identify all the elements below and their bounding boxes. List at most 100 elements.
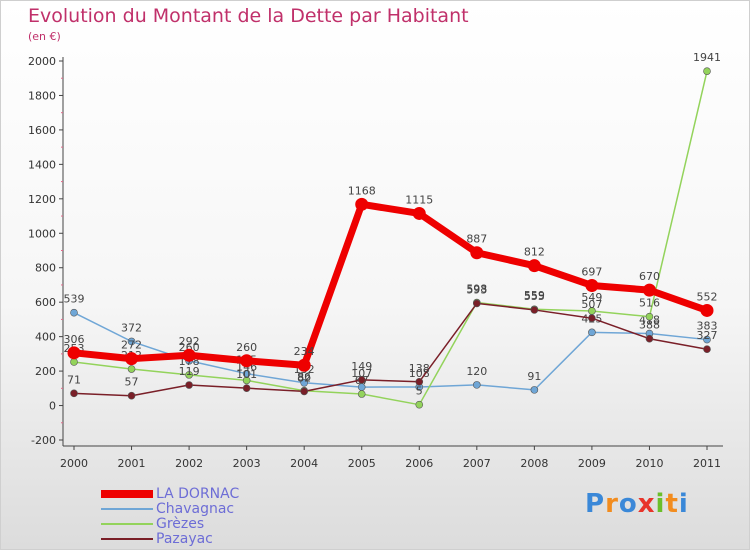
- logo-letter: o: [618, 489, 638, 519]
- y-tick-label: 0: [49, 400, 56, 413]
- data-point: [473, 381, 481, 389]
- data-point: [355, 197, 369, 211]
- data-label: 108: [409, 367, 430, 380]
- data-label: 91: [527, 370, 541, 383]
- logo-letter: r: [605, 489, 619, 519]
- data-point: [242, 376, 251, 385]
- data-point: [127, 365, 136, 373]
- data-point: [357, 390, 366, 398]
- data-point: [127, 391, 136, 400]
- data-point: [530, 386, 539, 394]
- x-tick-label: 2000: [60, 457, 88, 470]
- data-label: 383: [697, 320, 718, 333]
- data-label: 120: [466, 365, 487, 378]
- data-label: 887: [466, 233, 487, 246]
- data-point: [473, 299, 481, 308]
- data-point: [182, 348, 196, 362]
- logo-letter: P: [585, 489, 606, 519]
- legend-item: Chavagnac: [101, 501, 234, 517]
- data-label: 260: [236, 341, 257, 354]
- data-point: [240, 354, 254, 368]
- data-label: 107: [351, 367, 372, 380]
- chart-subtitle: (en €): [28, 30, 61, 43]
- data-point: [415, 377, 424, 386]
- legend-item: Pazayac: [101, 530, 213, 547]
- data-point: [70, 389, 78, 398]
- data-label: 1941: [693, 51, 721, 64]
- y-tick-label: 600: [35, 296, 56, 309]
- x-tick-label: 2006: [405, 457, 433, 470]
- data-point: [700, 303, 714, 317]
- y-tick-label: 2000: [28, 55, 56, 68]
- data-point: [642, 283, 656, 297]
- data-point: [297, 358, 311, 372]
- data-point: [300, 387, 308, 396]
- data-label: 149: [351, 360, 372, 373]
- y-tick-label: 1600: [28, 124, 56, 137]
- logo-letter: x: [637, 489, 656, 519]
- data-point: [645, 334, 654, 343]
- data-label: 327: [697, 329, 718, 342]
- data-label: 5: [416, 385, 423, 398]
- data-label: 812: [524, 246, 545, 259]
- legend-label: Pazayac: [156, 530, 213, 547]
- data-label: 598: [466, 283, 487, 296]
- legend-item: Grèzes: [101, 515, 205, 532]
- x-tick-label: 2001: [118, 457, 146, 470]
- data-label: 119: [179, 365, 200, 378]
- data-point: [527, 259, 541, 273]
- y-tick-label: 200: [35, 365, 56, 378]
- series-line-chavagnac: [73, 311, 708, 391]
- legend-label: Grèzes: [156, 515, 205, 532]
- data-label: 86: [297, 371, 311, 384]
- series-line-la-dornac: [70, 200, 711, 369]
- x-tick-label: 2008: [520, 457, 548, 470]
- logo-letter: i: [678, 489, 689, 519]
- logo-letter: i: [655, 489, 666, 519]
- data-point: [300, 379, 308, 387]
- data-point: [185, 381, 193, 389]
- legend-swatch: [101, 489, 153, 498]
- data-label: 555: [524, 290, 545, 303]
- data-label: 101: [236, 368, 257, 381]
- chart-title: Evolution du Montant de la Dette par Hab…: [28, 5, 469, 27]
- data-label: 82: [297, 371, 311, 384]
- data-label: 697: [581, 265, 602, 278]
- x-tick-label: 2005: [348, 457, 376, 470]
- data-label: 1115: [405, 193, 433, 206]
- data-label: 272: [121, 339, 142, 352]
- data-label: 260: [179, 341, 200, 354]
- legend-label: LA DORNAC: [156, 485, 240, 502]
- y-tick-label: 400: [35, 331, 56, 344]
- data-point: [415, 400, 424, 409]
- legend-swatch: [101, 507, 153, 510]
- data-label: 57: [125, 376, 139, 389]
- y-tick-label: -200: [31, 434, 56, 447]
- x-tick-label: 2009: [578, 457, 606, 470]
- data-label: 71: [67, 373, 81, 386]
- data-point: [125, 352, 139, 366]
- data-label: 138: [409, 362, 430, 375]
- legend-item: LA DORNAC: [101, 485, 240, 502]
- data-label: 292: [179, 335, 200, 348]
- series-line-pazayac: [73, 302, 708, 397]
- data-point: [127, 337, 136, 346]
- y-tick-label: 1000: [28, 227, 56, 240]
- data-label: 549: [581, 291, 602, 304]
- data-point: [70, 358, 78, 366]
- data-point: [412, 206, 426, 220]
- y-tick-label: 1800: [28, 89, 56, 102]
- data-label: 539: [64, 293, 85, 306]
- legend-swatch: [101, 537, 153, 540]
- data-label: 234: [294, 345, 315, 358]
- x-tick-label: 2002: [175, 457, 203, 470]
- data-point: [242, 384, 251, 392]
- data-label: 1168: [348, 184, 376, 197]
- y-tick-label: 1200: [28, 193, 56, 206]
- data-label: 516: [639, 297, 660, 310]
- data-point: [645, 312, 654, 321]
- data-label: 559: [524, 289, 545, 302]
- data-label: 670: [639, 270, 660, 283]
